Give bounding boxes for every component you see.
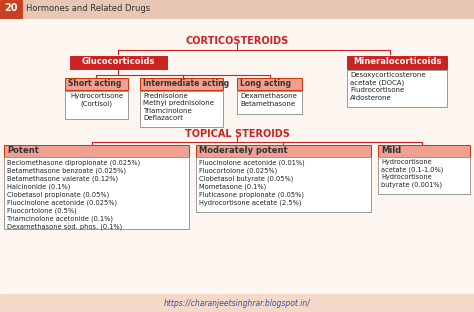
Text: Prednisolone
Methyl prednisolone
Triamcinolone
Deflazacort: Prednisolone Methyl prednisolone Triamci… [143,93,214,121]
Text: https://charanjeetsinghrar.blogspot.in/: https://charanjeetsinghrar.blogspot.in/ [164,299,310,308]
Text: Hydrocortisone
(Cortisol): Hydrocortisone (Cortisol) [70,93,123,107]
Text: 20: 20 [4,3,18,13]
Bar [0,294,474,312]
Bar [196,157,371,212]
Text: Fluocinolone acetonide (0.01%)
Fluocortolone (0.025%)
Clobetasol butyrate (0.05%: Fluocinolone acetonide (0.01%) Fluocorto… [199,159,305,206]
Bar [0,0,22,18]
Text: Moderately potent: Moderately potent [199,146,288,155]
Bar [347,56,447,69]
Bar [0,0,474,18]
Text: Short acting: Short acting [68,79,121,88]
Bar [237,78,302,90]
Bar [196,145,371,157]
Bar [70,56,167,69]
Text: Dexamethasone
Betamethasone: Dexamethasone Betamethasone [240,93,297,106]
Text: Mineralocorticoids: Mineralocorticoids [353,56,441,66]
Text: Glucocorticoids: Glucocorticoids [82,56,155,66]
Bar [65,78,128,90]
Bar [4,157,189,229]
Text: Hormones and Related Drugs: Hormones and Related Drugs [26,4,150,13]
Bar [237,91,302,114]
Text: Desoxycorticosterone
acetate (DOCA)
Fludrocortisone
Aldosterone: Desoxycorticosterone acetate (DOCA) Flud… [350,72,426,101]
Bar [140,78,223,90]
Text: Hydrocortisone
acetate (0.1-1.0%)
Hydrocortisone
butyrate (0.001%): Hydrocortisone acetate (0.1-1.0%) Hydroc… [381,159,443,188]
Bar [347,70,447,107]
Bar [378,157,470,194]
Text: CORTICOSTEROIDS: CORTICOSTEROIDS [185,36,289,46]
Text: Potent: Potent [7,146,39,155]
Text: Beclomethasone dipropionate (0.025%)
Betamethasone benzoate (0.025%)
Betamethaso: Beclomethasone dipropionate (0.025%) Bet… [7,159,140,230]
Bar [378,145,470,157]
Text: Mild: Mild [381,146,401,155]
Text: TOPICAL STEROIDS: TOPICAL STEROIDS [184,129,290,139]
Bar [65,91,128,119]
Text: Intermediate acting: Intermediate acting [143,79,229,88]
Text: Long acting: Long acting [240,79,291,88]
Bar [140,91,223,127]
Bar [4,145,189,157]
